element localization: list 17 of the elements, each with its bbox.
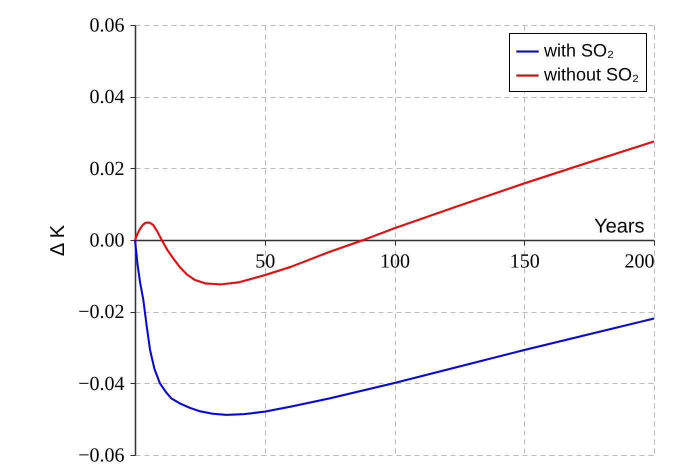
x-tick-label: 100 bbox=[380, 250, 410, 272]
y-tick-label: 0.06 bbox=[90, 14, 124, 36]
line-series bbox=[134, 239, 655, 416]
y-tick-label: −0.02 bbox=[78, 301, 124, 324]
y-tick-label: 0.00 bbox=[90, 230, 124, 252]
x-tick-label: 150 bbox=[510, 250, 540, 272]
y-axis-title: Δ K bbox=[47, 224, 70, 256]
x-tick-label: 50 bbox=[255, 250, 276, 272]
line-series bbox=[134, 140, 655, 286]
legend-label: with SO₂ bbox=[543, 40, 614, 60]
x-axis-title: Years bbox=[594, 216, 644, 238]
y-tick-label: 0.04 bbox=[90, 86, 124, 108]
y-tick-label: −0.04 bbox=[78, 372, 124, 395]
y-tick-label: −0.06 bbox=[78, 444, 124, 464]
legend-label: without SO₂ bbox=[543, 64, 640, 84]
x-tick-label: 200 bbox=[624, 250, 654, 272]
y-tick-label: 0.02 bbox=[90, 158, 124, 180]
